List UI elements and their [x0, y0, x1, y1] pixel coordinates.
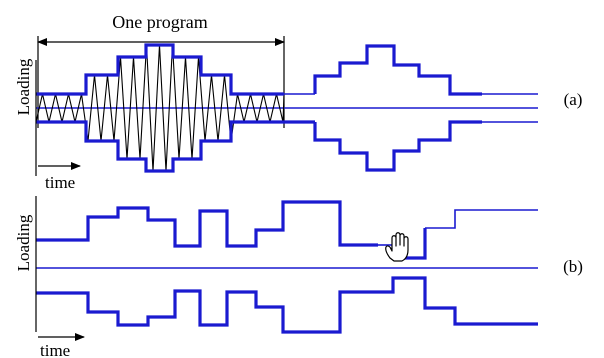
- panel-b-xlabel: time: [40, 341, 70, 358]
- panel-a-upper-envelope: [36, 43, 284, 96]
- panel-a-ylabel: Loading: [14, 58, 33, 115]
- panel-b-upper-tail: [425, 209, 538, 229]
- panel-a-xlabel: time: [45, 173, 75, 192]
- panel-a-upper-envelope-repeat: [313, 44, 482, 96]
- panel-a: One program Loading time (a): [14, 12, 582, 192]
- panel-b-ylabel: Loading: [14, 214, 33, 271]
- panel-a-tag: (a): [564, 90, 583, 109]
- loading-oscillation: [35, 44, 285, 172]
- panel-b-upper-signal: [36, 200, 378, 248]
- panel-b-tag: (b): [563, 257, 583, 276]
- panel-a-title: One program: [112, 12, 207, 32]
- panel-b-lower-signal: [36, 276, 538, 334]
- panel-a-lower-envelope: [36, 120, 315, 173]
- panel-b: Loading time (b): [14, 196, 583, 358]
- panel-b-lower-signal-start: [36, 292, 175, 326]
- panel-a-lower-envelope-repeat: [313, 120, 482, 172]
- hand-cursor-icon: [385, 232, 409, 262]
